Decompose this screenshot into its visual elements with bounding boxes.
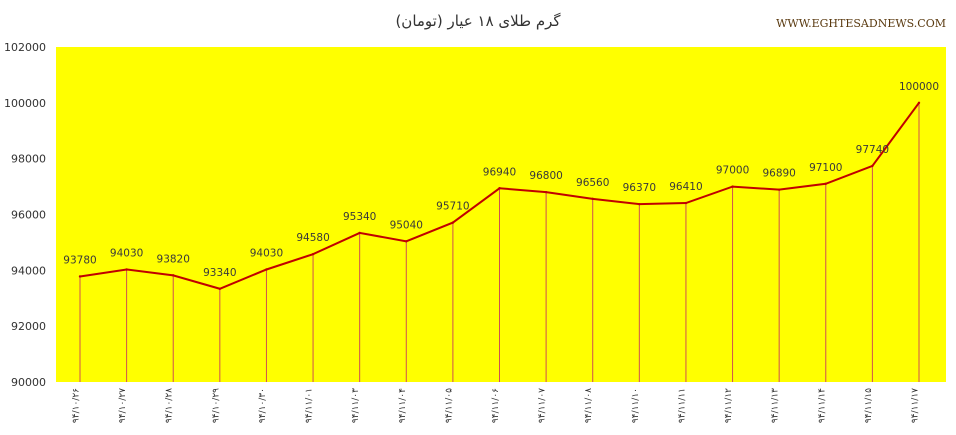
data-point [451, 221, 455, 224]
data-label: 96800 [529, 170, 562, 182]
data-label: 96890 [762, 168, 795, 180]
y-tick-label: 90000 [11, 376, 46, 389]
x-axis: ۹۴/۱۰/۲۶ ۹۴/۱۰/۲۷ ۹۴/۱۰/۲۸ ۹۴/۱۰/۲۹ ۹۴/۱۰/۳۰… [72, 388, 921, 423]
source-watermark: WWW.EGHTESADNEWS.COM [776, 17, 946, 30]
data-point [125, 268, 128, 271]
x-tick-label: ۹۴/۱۱/۱۴ [817, 388, 827, 423]
data-label: 96560 [576, 177, 609, 189]
data-point [684, 201, 688, 205]
data-point [358, 231, 361, 235]
data-point [917, 101, 921, 105]
x-tick-label: ۹۴/۱۱/۰۶ [491, 388, 501, 423]
data-label: 100000 [899, 81, 939, 93]
x-tick-label: ۹۴/۱۱/۰۴ [398, 388, 408, 423]
data-point [311, 252, 315, 256]
data-label: 94030 [110, 247, 143, 259]
x-tick-label: ۹۴/۱۱/۱۲ [724, 388, 734, 423]
x-tick-label: ۹۴/۱۰/۲۶ [72, 388, 82, 423]
x-tick-label: ۹۴/۱۰/۳۰ [258, 388, 268, 423]
data-labels: 93780 94030 93820 93340 94030 94580 95340 95040… [63, 81, 939, 290]
data-point [824, 182, 827, 185]
data-label: 95710 [436, 201, 469, 213]
x-tick-label: ۹۴/۱۱/۱۰ [631, 388, 641, 423]
data-point [172, 274, 175, 277]
drop-lines [79, 102, 920, 382]
x-tick-label: ۹۴/۱۰/۲۹ [211, 388, 221, 423]
data-point [591, 197, 594, 201]
data-label: 96410 [669, 181, 702, 193]
data-point [498, 187, 501, 190]
data-label: 97000 [716, 165, 749, 177]
data-point [78, 275, 82, 278]
data-label: 94580 [296, 232, 329, 244]
data-point [777, 188, 781, 191]
chart-title: گرم طلای ۱۸ عیار (تومان) [395, 12, 561, 30]
x-tick-label: ۹۴/۱۱/۱۳ [771, 388, 781, 423]
y-tick-label: 102000 [4, 41, 46, 54]
x-tick-label: ۹۴/۱۰/۲۸ [165, 388, 175, 423]
data-point [218, 287, 222, 290]
data-point [731, 185, 734, 188]
y-tick-label: 96000 [11, 209, 46, 222]
x-tick-label: ۹۴/۱۱/۰۵ [444, 388, 454, 423]
data-label: 96940 [483, 166, 516, 178]
data-point [638, 202, 641, 206]
data-label: 93340 [203, 267, 236, 279]
y-tick-label: 92000 [11, 320, 46, 333]
data-label: 93820 [157, 253, 190, 265]
data-label: 97100 [809, 162, 842, 174]
data-label: 95340 [343, 211, 376, 223]
y-tick-label: 94000 [11, 264, 46, 277]
x-tick-label: ۹۴/۱۱/۰۸ [584, 388, 594, 423]
x-tick-label: ۹۴/۱۱/۰۷ [538, 388, 548, 423]
x-tick-label: ۹۴/۱۱/۱۵ [864, 388, 874, 423]
x-tick-label: ۹۴/۱۱/۱۱ [677, 388, 687, 423]
data-label: 96370 [623, 182, 656, 194]
data-point [265, 268, 268, 271]
y-tick-label: 100000 [4, 97, 46, 110]
x-tick-label: ۹۴/۱۰/۲۷ [118, 388, 128, 423]
x-tick-label: ۹۴/۱۱/۰۱ [305, 388, 315, 423]
y-tick-label: 98000 [11, 153, 46, 166]
data-label: 97740 [856, 144, 889, 156]
data-point [871, 164, 874, 168]
data-label: 94030 [250, 247, 283, 259]
data-label: 93780 [63, 254, 96, 266]
plot-area [56, 47, 946, 382]
x-tick-label: ۹۴/۱۱/۰۳ [351, 388, 361, 423]
y-axis: 90000 92000 94000 96000 98000 100000 102000 [4, 41, 46, 389]
data-point [544, 190, 548, 194]
data-label: 95040 [390, 219, 423, 231]
x-tick-label: ۹۴/۱۱/۱۷ [911, 388, 921, 423]
data-point [405, 240, 408, 243]
